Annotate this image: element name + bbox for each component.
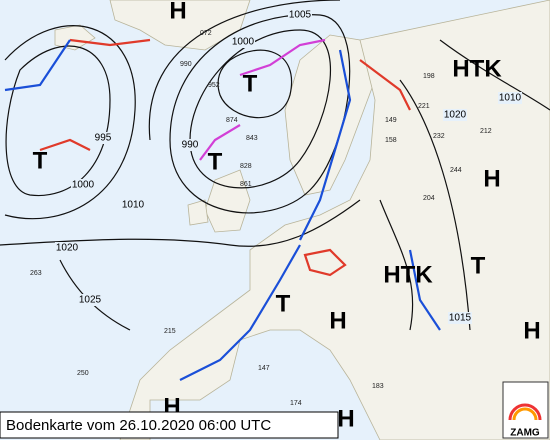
- station-value: 149: [385, 117, 397, 124]
- isobar-label-bg: [121, 199, 145, 211]
- station-value: 828: [240, 163, 252, 170]
- station-value: 198: [423, 73, 435, 80]
- title-box: [0, 411, 339, 439]
- isobar-label: 1000: [72, 180, 95, 191]
- logo-arc: [512, 407, 538, 421]
- isobar-label-bg: [443, 109, 467, 121]
- logo-arc: [508, 403, 542, 421]
- station-value: 212: [480, 128, 492, 135]
- station-value: 158: [385, 137, 397, 144]
- pressure-system: T: [276, 290, 291, 317]
- land: [54, 0, 550, 440]
- isobar-label-bg: [71, 179, 95, 191]
- pressure-system: H: [169, 0, 186, 24]
- isobar-label-bg: [448, 312, 472, 324]
- station-value: 174: [290, 400, 302, 407]
- fronts: [4, 38, 441, 381]
- map-title: Bodenkarte vom 26.10.2020 06:00 UTC: [6, 417, 271, 434]
- pressure-system: H: [483, 165, 500, 192]
- isobar-label-bg: [288, 9, 312, 21]
- station-value: 861: [240, 181, 252, 188]
- isobar-label-bg: [55, 242, 79, 254]
- isobar-label: 1020: [444, 110, 467, 121]
- isobar-label: 990: [182, 140, 199, 151]
- station-value: 843: [246, 135, 258, 142]
- station-value: 990: [180, 61, 192, 68]
- station-value: 232: [433, 133, 445, 140]
- station-value: 244: [450, 167, 462, 174]
- pressure-system: T: [471, 252, 486, 279]
- pressure-system: H: [329, 307, 346, 334]
- station-value: 250: [77, 370, 89, 377]
- isobar-label: 1020: [56, 243, 79, 254]
- isobar-label-bg: [178, 139, 202, 151]
- isobars: [0, 0, 550, 331]
- isobar-label-bg: [78, 294, 102, 306]
- isobar-label: 1005: [289, 10, 312, 21]
- station-value: 874: [226, 117, 238, 124]
- pressure-system: HTK: [383, 261, 433, 288]
- logo-text: ZAMG: [510, 428, 540, 439]
- station-value: 263: [30, 270, 42, 277]
- station-value: 147: [258, 365, 270, 372]
- isobar-label: 1015: [449, 313, 472, 324]
- pressure-system: HTK: [452, 55, 502, 82]
- station-value: 215: [164, 328, 176, 335]
- station-value: 183: [372, 383, 384, 390]
- station-value: 204: [423, 195, 435, 202]
- isobar-label: 1010: [122, 200, 145, 211]
- isobar-label-bg: [231, 36, 255, 48]
- isobar-label-bg: [498, 92, 522, 104]
- station-value: 221: [418, 103, 430, 110]
- station-value: 952: [208, 82, 220, 89]
- pressure-system: H: [337, 405, 354, 432]
- isobar-label: 1025: [79, 295, 102, 306]
- station-value: 072: [200, 30, 212, 37]
- pressure-system: T: [208, 148, 223, 175]
- pressure-system: T: [243, 70, 258, 97]
- pressure-system: H: [523, 317, 540, 344]
- isobar-label-bg: [91, 132, 115, 144]
- isobar-label: 1000: [232, 37, 255, 48]
- isobar-label: 995: [95, 133, 112, 144]
- pressure-system: T: [33, 147, 48, 174]
- isobar-label: 1010: [499, 93, 522, 104]
